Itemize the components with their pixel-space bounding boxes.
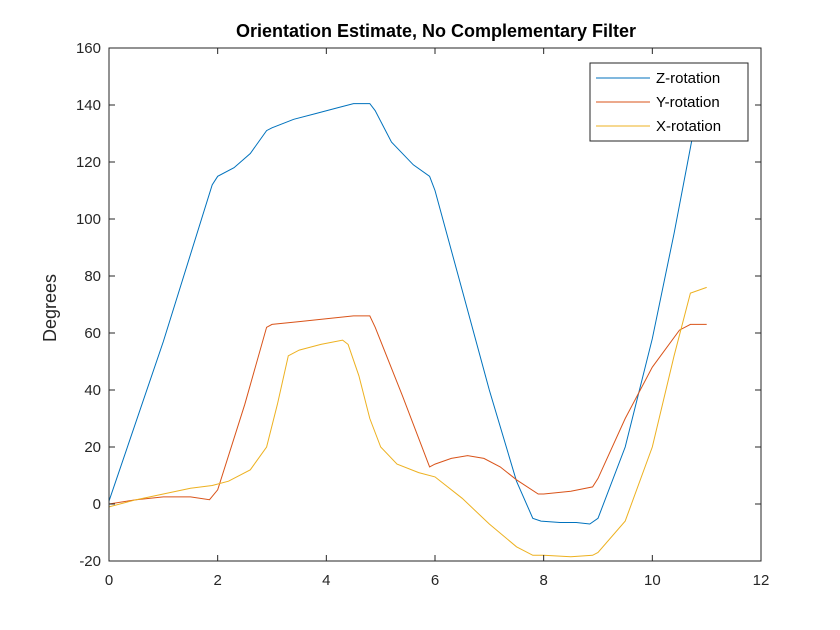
y-tick-label: 20 (84, 439, 101, 456)
y-tick-label: 80 (84, 268, 101, 285)
y-tick-label: 120 (76, 154, 101, 171)
x-tick-label: 0 (105, 572, 113, 589)
x-tick-label: 12 (753, 572, 770, 589)
legend-label: Y-rotation (656, 94, 720, 111)
x-tick-label: 4 (322, 572, 330, 589)
y-tick-label: 60 (84, 325, 101, 342)
legend-label: X-rotation (656, 118, 721, 135)
legend: Z-rotation Y-rotation X-rotation (589, 62, 749, 142)
legend-label: Z-rotation (656, 70, 720, 87)
y-tick-label: 140 (76, 97, 101, 114)
y-tick-label: 0 (93, 496, 101, 513)
y-tick-label: -20 (79, 553, 101, 570)
chart-title: Orientation Estimate, No Complementary F… (236, 21, 636, 41)
series-lines (109, 103, 707, 558)
series-line-y-rotation (109, 315, 707, 505)
x-tick-label: 2 (213, 572, 221, 589)
x-tick-label: 6 (431, 572, 439, 589)
y-tick-label: 160 (76, 40, 101, 57)
series-line-x-rotation (109, 286, 707, 558)
x-tick-label: 8 (539, 572, 547, 589)
y-tick-label: 40 (84, 382, 101, 399)
y-axis-label: Degrees (40, 274, 60, 342)
x-tick-label: 10 (644, 572, 661, 589)
y-tick-label: 100 (76, 211, 101, 228)
series-line-z-rotation (109, 103, 699, 525)
